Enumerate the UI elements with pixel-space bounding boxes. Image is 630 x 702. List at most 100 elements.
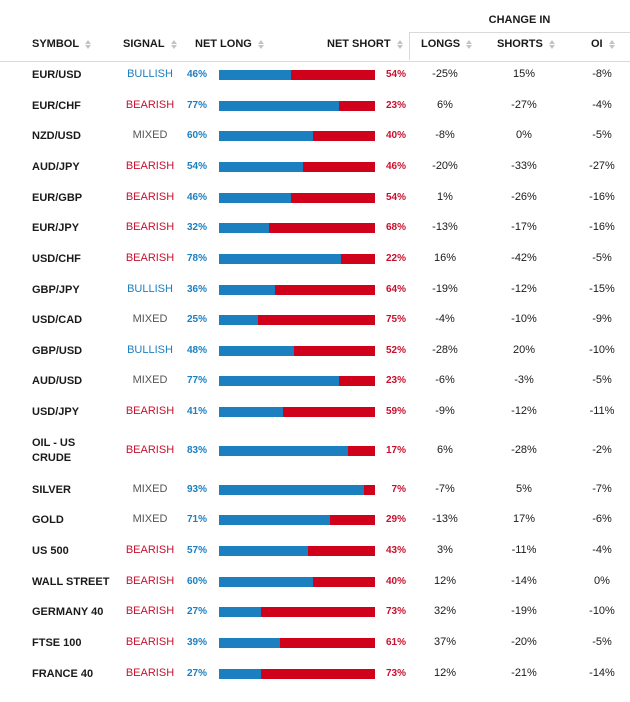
net-long-percent: 71% xyxy=(187,514,208,525)
sort-net-long-header[interactable]: NET LONG xyxy=(195,38,264,50)
net-short-percent: 52% xyxy=(385,345,406,356)
signal-label: MIXED xyxy=(132,313,168,325)
sort-arrows-icon xyxy=(170,39,177,49)
net-long-bar-fill xyxy=(219,407,283,417)
symbol-cell[interactable]: FTSE 100 xyxy=(32,637,82,649)
change-longs-cell: 12% xyxy=(433,667,457,679)
signal-label: BEARISH xyxy=(125,99,175,111)
symbol-cell[interactable]: FRANCE 40 xyxy=(32,668,94,680)
sort-symbol-header[interactable]: SYMBOL xyxy=(32,38,92,50)
symbol-cell[interactable]: USD/CHF xyxy=(32,253,81,265)
symbol-cell[interactable]: USD/CAD xyxy=(32,314,83,326)
net-long-bar-fill xyxy=(219,70,291,80)
symbol-cell[interactable]: EUR/GBP xyxy=(32,192,83,204)
sort-shorts-header[interactable]: SHORTS xyxy=(497,38,555,50)
net-long-percent: 27% xyxy=(187,606,208,617)
net-short-percent: 54% xyxy=(385,69,406,80)
change-oi-cell: -8% xyxy=(592,68,612,80)
net-short-percent: 29% xyxy=(385,514,406,525)
change-longs-cell: -7% xyxy=(435,483,455,495)
symbol-cell[interactable]: OIL - US CRUDE xyxy=(32,436,75,466)
net-long-percent: 48% xyxy=(187,345,208,356)
change-longs-cell: -9% xyxy=(435,405,455,417)
net-long-bar-fill xyxy=(219,193,291,203)
change-oi-cell: -6% xyxy=(592,513,612,525)
change-in-heading: CHANGE IN xyxy=(488,14,551,26)
symbol-cell[interactable]: GBP/USD xyxy=(32,345,83,357)
change-oi-cell: -5% xyxy=(592,252,612,264)
net-short-percent: 61% xyxy=(385,637,406,648)
symbol-cell[interactable]: GERMANY 40 xyxy=(32,606,104,618)
signal-label: MIXED xyxy=(132,129,168,141)
symbol-cell[interactable]: NZD/USD xyxy=(32,130,81,142)
change-shorts-cell: 15% xyxy=(512,68,536,80)
sort-oi-header[interactable]: OI xyxy=(591,38,615,50)
sentiment-bar xyxy=(219,485,375,495)
signal-label: BEARISH xyxy=(125,544,175,556)
symbol-cell[interactable]: USD/JPY xyxy=(32,406,80,418)
change-longs-cell: -6% xyxy=(435,374,455,386)
net-short-percent: 40% xyxy=(385,130,406,141)
net-long-percent: 60% xyxy=(187,130,208,141)
symbol-cell[interactable]: AUD/JPY xyxy=(32,161,80,173)
net-short-percent: 54% xyxy=(385,192,406,203)
net-long-bar-fill xyxy=(219,577,313,587)
net-short-percent: 68% xyxy=(385,222,406,233)
net-long-percent: 57% xyxy=(187,545,208,556)
symbol-cell[interactable]: AUD/USD xyxy=(32,375,83,387)
sentiment-bar xyxy=(219,131,375,141)
signal-label: BEARISH xyxy=(125,405,175,417)
symbol-cell[interactable]: EUR/USD xyxy=(32,69,82,81)
net-long-bar-fill xyxy=(219,638,280,648)
signal-label: BULLISH xyxy=(127,283,173,295)
change-longs-cell: -13% xyxy=(432,513,458,525)
sort-arrows-icon xyxy=(257,39,264,49)
sentiment-bar xyxy=(219,193,375,203)
symbol-cell[interactable]: US 500 xyxy=(32,545,69,557)
sentiment-bar xyxy=(219,70,375,80)
change-longs-cell: -19% xyxy=(432,283,458,295)
net-long-header-label: NET LONG xyxy=(195,38,252,50)
change-oi-cell: -15% xyxy=(589,283,615,295)
net-long-bar-fill xyxy=(219,546,308,556)
symbol-cell[interactable]: EUR/CHF xyxy=(32,100,81,112)
change-oi-cell: -16% xyxy=(589,221,615,233)
change-oi-cell: -2% xyxy=(592,444,612,456)
change-longs-cell: 3% xyxy=(437,544,453,556)
change-shorts-cell: -28% xyxy=(511,444,537,456)
sort-signal-header[interactable]: SIGNAL xyxy=(123,38,177,50)
change-oi-cell: 0% xyxy=(594,575,610,587)
change-oi-cell: -16% xyxy=(589,191,615,203)
change-shorts-cell: -26% xyxy=(511,191,537,203)
symbol-cell[interactable]: SILVER xyxy=(32,484,71,496)
column-divider xyxy=(409,32,410,60)
change-oi-cell: -4% xyxy=(592,99,612,111)
symbol-cell[interactable]: GBP/JPY xyxy=(32,284,80,296)
change-longs-cell: 6% xyxy=(437,99,453,111)
sort-arrows-icon xyxy=(608,39,615,49)
sentiment-bar xyxy=(219,669,375,679)
net-short-percent: 73% xyxy=(385,606,406,617)
net-short-percent: 23% xyxy=(385,100,406,111)
signal-label: BEARISH xyxy=(125,667,175,679)
change-longs-cell: 6% xyxy=(437,444,453,456)
sort-longs-header[interactable]: LONGS xyxy=(421,38,473,50)
net-short-percent: 23% xyxy=(385,375,406,386)
change-oi-cell: -27% xyxy=(589,160,615,172)
signal-label: BEARISH xyxy=(125,221,175,233)
sort-net-short-header[interactable]: NET SHORT xyxy=(327,38,403,50)
header-divider xyxy=(0,61,630,62)
change-oi-cell: -4% xyxy=(592,544,612,556)
sentiment-bar xyxy=(219,546,375,556)
longs-header-label: LONGS xyxy=(421,38,461,50)
net-short-percent: 17% xyxy=(385,445,406,456)
symbol-cell[interactable]: EUR/JPY xyxy=(32,222,80,234)
change-longs-cell: 1% xyxy=(437,191,453,203)
net-long-bar-fill xyxy=(219,446,349,456)
change-shorts-cell: -21% xyxy=(511,667,537,679)
symbol-cell[interactable]: WALL STREET xyxy=(32,576,110,588)
signal-label: MIXED xyxy=(132,483,168,495)
net-long-bar-fill xyxy=(219,376,340,386)
symbol-cell[interactable]: GOLD xyxy=(32,514,64,526)
net-short-percent: 7% xyxy=(391,484,406,495)
